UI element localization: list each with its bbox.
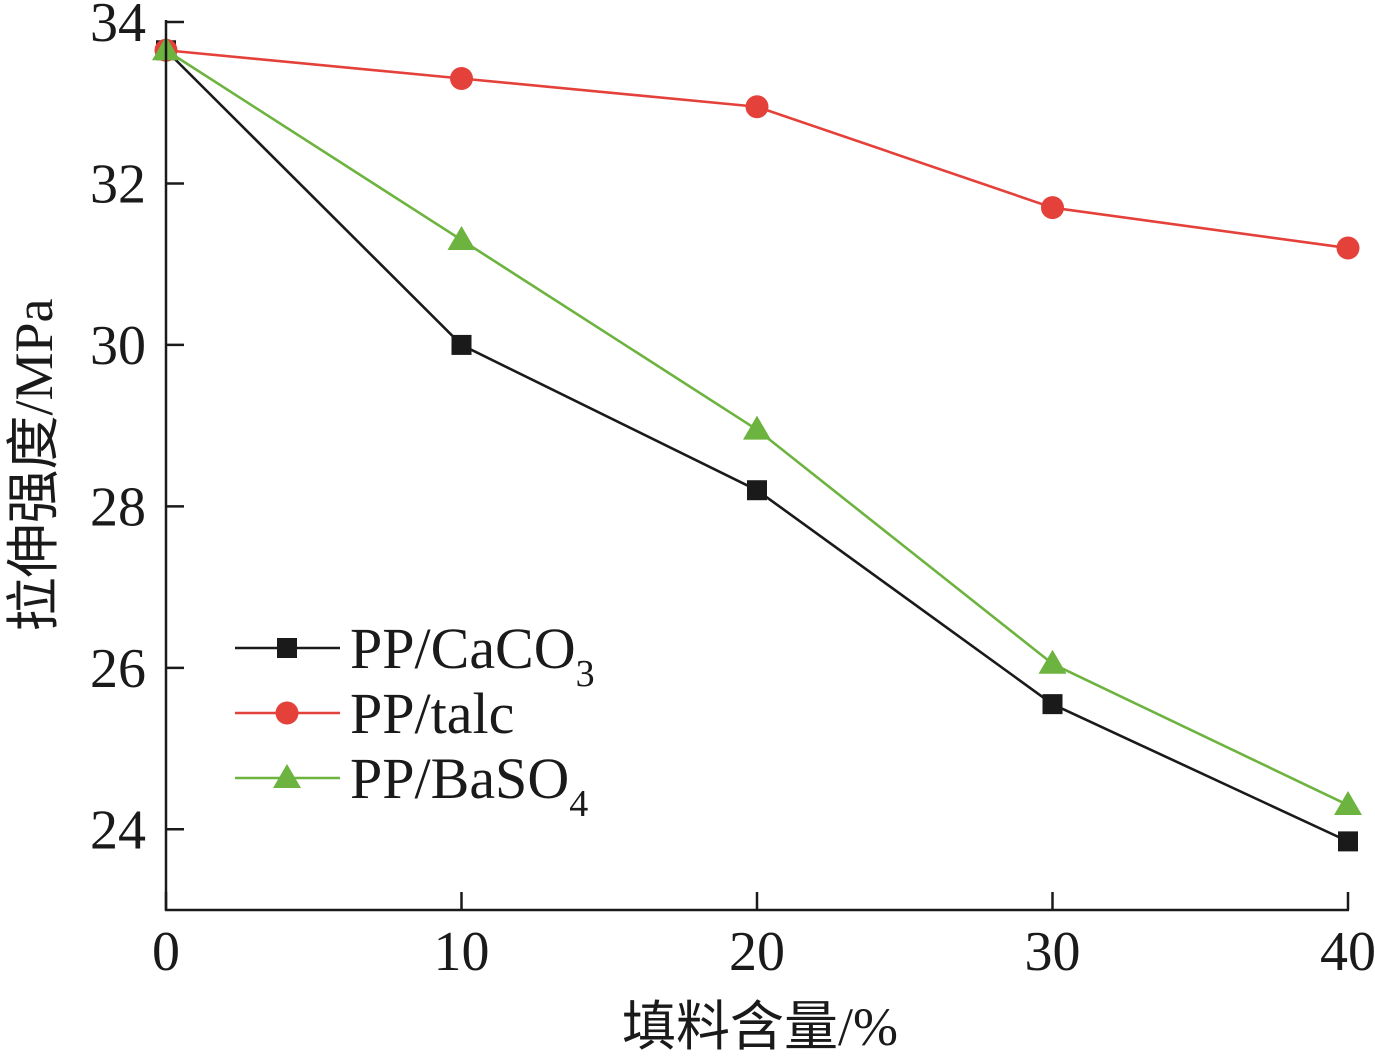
- x-tick-label: 30: [1025, 921, 1081, 983]
- y-axis-title: 拉伸强度/MPa: [4, 298, 64, 631]
- series-pp-talc: [154, 38, 1360, 260]
- legend-label: PP/CaCO3: [350, 616, 595, 695]
- tick-layer: 24 26 28 30 32 34 0 10 20 30 40: [90, 0, 1375, 983]
- series-pp-caco3: [156, 40, 1358, 852]
- y-tick-label: 28: [90, 476, 146, 538]
- legend-item-pp-talc: PP/talc: [235, 681, 514, 746]
- legend-marker: [275, 701, 299, 725]
- y-tick-label: 34: [90, 0, 146, 54]
- y-tick-label: 32: [90, 153, 146, 215]
- x-axis-title: 填料含量/%: [622, 997, 898, 1057]
- data-point: [745, 95, 769, 119]
- x-tick-label: 0: [152, 921, 180, 983]
- series-layer: [152, 36, 1362, 852]
- series-line: [165, 48, 1349, 250]
- legend-item-pp-caco3: PP/CaCO3: [235, 616, 595, 695]
- legend-marker: [277, 638, 297, 658]
- data-point: [1338, 831, 1358, 852]
- y-tick-label: 26: [90, 638, 146, 700]
- series-pp-baso4: [152, 36, 1362, 816]
- legend-label: PP/talc: [350, 681, 514, 746]
- y-tick-label: 30: [90, 315, 146, 377]
- legend-marker: [273, 764, 301, 788]
- y-tick-label: 24: [90, 799, 146, 861]
- data-point: [1334, 791, 1362, 816]
- legend-item-pp-baso4: PP/BaSO4: [235, 746, 588, 825]
- data-point: [1336, 236, 1360, 260]
- data-point: [1038, 649, 1067, 674]
- data-point: [451, 334, 472, 355]
- data-point: [747, 480, 767, 501]
- x-tick-label: 20: [729, 921, 785, 983]
- series-line: [165, 49, 1349, 843]
- axis-layer: [164, 20, 1349, 912]
- data-point: [1041, 196, 1064, 220]
- x-tick-label: 40: [1320, 921, 1375, 983]
- data-point: [743, 415, 771, 440]
- data-point: [450, 67, 473, 91]
- data-point: [1042, 694, 1063, 715]
- x-tick-label: 10: [434, 921, 490, 983]
- legend-label: PP/BaSO4: [350, 746, 588, 825]
- data-point: [447, 225, 476, 250]
